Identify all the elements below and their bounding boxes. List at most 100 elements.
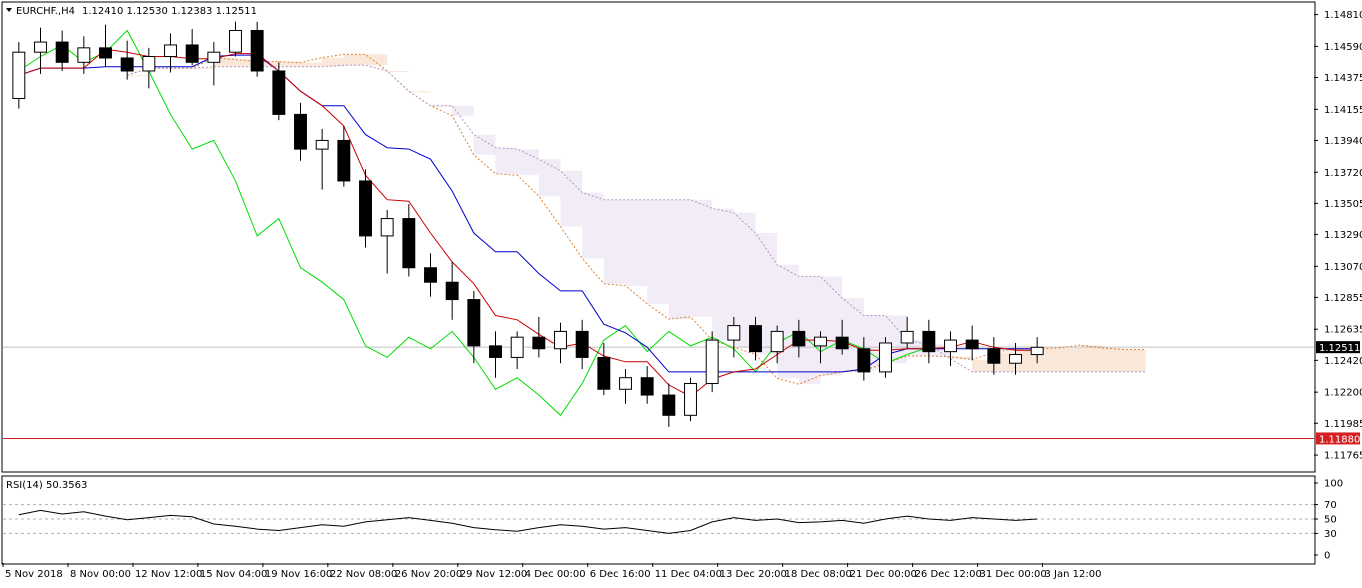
cloud-segment [365,54,388,66]
cloud-segment [582,192,604,259]
cloud-segment [733,212,756,348]
candle-bull [142,56,156,72]
candle-bull [814,336,827,347]
price-tick-label: 1.13940 [1324,136,1362,147]
cloud-segment [192,68,214,70]
rsi-tick-label: 100 [1324,479,1343,490]
rsi-panel [1,475,1316,565]
candle-bear [424,267,437,283]
cloud-segment [213,57,236,67]
ohlc-label: 1.12410 1.12530 1.12383 1.12511 [82,6,257,17]
cloud-segment [473,134,496,155]
rsi-line [18,509,1038,534]
price-tick-label: 1.14590 [1324,42,1362,53]
time-tick-label: 18 Dec 08:00 [785,569,852,580]
support-line-badge [1316,432,1360,445]
candle-bull [1009,354,1022,364]
price-tick-label: 1.12420 [1324,356,1362,367]
candle-bear [55,41,69,63]
time-tick-label: 3 Jan 12:00 [1045,569,1102,580]
candle-bear [250,29,264,72]
candle-bear [120,57,134,72]
cloud-segment [148,68,171,70]
cloud-segment [647,199,669,304]
cloud-segment [452,105,474,116]
cloud-segment [625,199,648,286]
cloud-segment [322,57,344,67]
time-tick-label: 8 Nov 00:00 [70,569,131,580]
cloud-segment [712,208,734,341]
candle-bull [727,325,741,341]
rsi-tick-label: 70 [1324,500,1337,511]
time-tick-label: 31 Dec 00:00 [980,569,1047,580]
time-tick-label: 15 Nov 04:00 [200,569,267,580]
cloud-segment [257,61,279,67]
candle-bear [857,348,871,373]
price-tick-label: 1.13505 [1324,199,1362,210]
price-tick-label: 1.14810 [1324,10,1362,21]
price-tick-label: 1.12200 [1324,388,1362,399]
candle-bear [532,336,546,350]
symbol-label: EURCHF.,H4 [16,6,75,17]
candle-bull [619,377,632,390]
candles [12,21,1044,427]
cloud-segment [1102,348,1124,372]
rsi-tick-label: 0 [1324,551,1330,562]
time-tick-label: 5 Nov 2018 [5,569,63,580]
candle-bull [380,218,394,237]
rsi-tick-label: 30 [1324,529,1337,540]
cloud-segment [517,149,539,176]
cloud-segment [1123,349,1146,372]
candle-bear [294,113,307,150]
cloud-segment [408,91,431,93]
candle-bear [489,345,502,358]
cloud-segment [170,68,193,70]
time-tick-label: 11 Dec 04:00 [655,569,722,580]
candle-bull [164,44,177,58]
time-tick-label: 13 Dec 20:00 [720,569,787,580]
time-tick-label: 4 Dec 00:00 [525,569,586,580]
price-tick-label: 1.13070 [1324,262,1362,273]
time-tick-label: 19 Nov 16:00 [265,569,332,580]
candle-bear [597,356,611,390]
main-panel [1,1,1316,473]
candle-bear [272,70,286,115]
price-tick-label: 1.13720 [1324,168,1362,179]
cloud-segment [235,59,258,67]
current-price-label: 1.12511 [1319,343,1360,354]
rsi-layer: 100 70 50 30 0 [3,479,1343,562]
cloud-segment [495,147,518,174]
candle-bull [207,51,221,63]
candle-bear [662,394,676,416]
triangle-down-icon[interactable] [6,8,12,12]
candle-bull [879,342,892,373]
cloud-segment [560,170,583,227]
price-tick-label: 1.12855 [1324,293,1362,304]
candle-bear [99,47,112,59]
candle-bull [684,382,697,416]
time-tick-label: 6 Dec 16:00 [590,569,651,580]
time-tick-label: 26 Nov 20:00 [395,569,462,580]
time-tick-label: 29 Nov 12:00 [460,569,527,580]
price-tick-label: 1.14375 [1324,73,1362,84]
cloud-segment [430,105,453,107]
cloud-segment [820,276,843,376]
candle-bear [185,44,199,63]
rsi-label: RSI(14) 50.3563 [6,480,87,491]
price-tick-label: 1.11765 [1324,451,1362,462]
ichimoku-cloud [127,54,1146,385]
cloud-segment [603,199,626,284]
candle-bear [835,336,849,350]
cloud-segment [777,264,799,379]
cloud-segment [1058,348,1081,372]
cloud-segment [538,159,561,197]
price-tick-label: 1.13290 [1324,230,1362,241]
candle-bear [792,330,806,347]
cloud-segment [755,233,778,355]
candle-bull [77,47,91,63]
cloud-segment [300,62,323,67]
price-axis: 1.14810 1.14590 1.14375 1.14155 1.13940 1.137… [1314,10,1362,462]
